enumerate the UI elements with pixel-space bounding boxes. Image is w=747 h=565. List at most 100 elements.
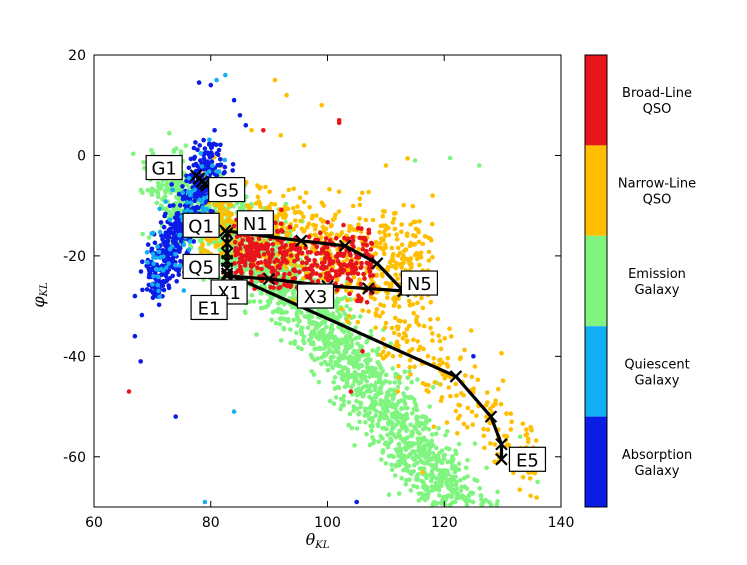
scatter-point: [356, 255, 362, 260]
scatter-point: [395, 276, 400, 282]
scatter-point: [320, 328, 325, 333]
scatter-point: [300, 227, 306, 233]
scatter-point: [312, 232, 318, 238]
scatter-point: [532, 470, 538, 476]
scatter-point: [356, 226, 361, 231]
scatter-point: [459, 484, 465, 490]
scatter-point: [221, 206, 226, 211]
scatter-point: [343, 344, 348, 349]
scatter-point: [439, 448, 445, 454]
scatter-point: [336, 342, 342, 347]
scatter-point: [433, 462, 439, 468]
scatter-point: [364, 431, 369, 437]
scatter-point: [353, 388, 359, 393]
scatter-point: [281, 327, 287, 332]
scatter-point: [324, 324, 329, 330]
scatter-point: [192, 194, 198, 200]
scatter-point: [364, 242, 370, 248]
scatter-point: [371, 438, 377, 443]
scatter-point: [388, 431, 394, 436]
scatter-point: [373, 413, 378, 418]
scatter-point: [384, 280, 390, 286]
scatter-point: [416, 251, 422, 257]
scatter-point: [477, 163, 482, 168]
scatter-point: [284, 92, 289, 98]
scatter-point: [373, 372, 379, 378]
scatter-point: [377, 229, 383, 235]
scatter-point: [395, 245, 401, 251]
scatter-point: [332, 334, 338, 340]
scatter-point: [177, 233, 182, 238]
scatter-point: [447, 326, 452, 332]
scatter-point: [436, 425, 441, 431]
scatter-point: [205, 249, 210, 254]
scatter-point: [325, 220, 331, 225]
scatter-point: [495, 489, 500, 495]
scatter-point: [366, 309, 372, 314]
scatter-point: [383, 372, 389, 378]
track-marker: [362, 282, 375, 295]
scatter-point: [422, 234, 428, 239]
scatter-point: [304, 255, 309, 261]
scatter-point: [202, 499, 208, 505]
scatter-point: [428, 300, 434, 305]
scatter-point: [351, 274, 357, 280]
scatter-point: [167, 203, 173, 209]
scatter-point: [153, 291, 158, 297]
scatter-point: [354, 398, 359, 404]
scatter-point: [354, 426, 360, 431]
scatter-point: [269, 201, 274, 207]
scatter-point: [396, 363, 401, 369]
scatter-point: [145, 187, 151, 193]
scatter-point: [214, 151, 220, 156]
scatter-point: [409, 443, 415, 448]
scatter-point: [357, 196, 363, 202]
scatter-point: [384, 395, 389, 401]
scatter-point: [415, 430, 421, 435]
scatter-point: [396, 332, 402, 338]
scatter-point: [455, 431, 460, 436]
scatter-point: [402, 319, 408, 324]
scatter-point: [216, 169, 222, 174]
scatter-point: [352, 378, 357, 384]
scatter-point: [412, 219, 418, 225]
scatter-point: [349, 258, 354, 264]
scatter-point: [169, 182, 174, 187]
scatter-point: [176, 267, 182, 273]
scatter-point: [149, 246, 155, 252]
scatter-point: [391, 297, 396, 302]
scatter-point: [421, 453, 427, 459]
colorbar-segment: [585, 235, 607, 327]
scatter-point: [237, 113, 243, 118]
scatter-point: [382, 251, 387, 257]
scatter-point: [296, 318, 302, 324]
scatter-point: [369, 396, 375, 402]
scatter-point: [166, 285, 172, 291]
scatter-point: [300, 325, 305, 331]
scatter-point: [461, 393, 467, 398]
scatter-point: [395, 389, 401, 394]
scatter-point: [323, 231, 329, 237]
scatter-point: [163, 233, 168, 238]
scatter-point: [336, 189, 342, 194]
scatter-point: [334, 287, 340, 293]
scatter-point: [291, 289, 296, 294]
scatter-point: [374, 401, 379, 407]
scatter-point: [392, 300, 398, 306]
scatter-point: [386, 420, 391, 426]
scatter-point: [271, 288, 276, 294]
scatter-point: [360, 394, 366, 399]
scatter-point: [341, 329, 347, 335]
scatter-point: [292, 263, 298, 269]
scatter-point: [272, 268, 277, 273]
scatter-point: [376, 417, 382, 423]
scatter-point: [390, 414, 395, 420]
scatter-point: [259, 266, 264, 272]
scatter-point: [332, 386, 338, 391]
scatter-point: [148, 267, 153, 272]
scatter-point: [391, 330, 397, 336]
scatter-point: [201, 137, 206, 143]
scatter-point: [261, 128, 266, 133]
scatter-point: [404, 256, 410, 262]
